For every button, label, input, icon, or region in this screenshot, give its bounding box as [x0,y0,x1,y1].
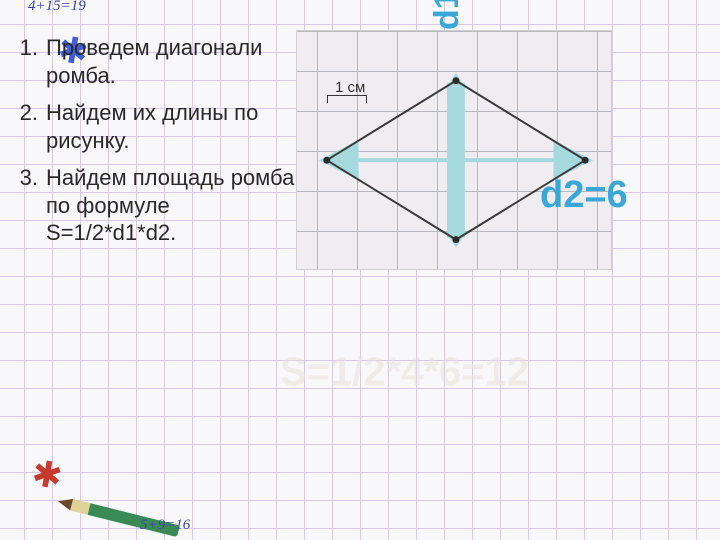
rhombus-svg [297,31,611,269]
vertex-left [323,157,330,164]
handwriting-bottom: 5+9=16 [140,517,190,534]
step-3: 3.Найдем площадь ромба по формуле S=1/2*… [8,164,296,247]
rhombus-figure: 1 см [296,30,612,270]
formula-result: S=1/2*4*6=12 [280,350,529,395]
vertex-right [582,157,589,164]
d2-label: d2=6 [540,174,628,217]
step-2-text: Найдем их длины по рисунку. [46,100,258,153]
step-3-text: Найдем площадь ромба по формуле S=1/2*d1… [46,165,294,245]
d1-label: d1=4 [428,0,467,30]
steps-list: 1.Проведем диагонали ромба. 2.Найдем их … [8,34,296,257]
handwriting-top: 4+15=19 [28,0,86,15]
vertex-top [452,77,459,84]
step-2: 2.Найдем их длины по рисунку. [8,99,296,154]
step-1: 1.Проведем диагонали ромба. [8,34,296,89]
step-1-text: Проведем диагонали ромба. [46,35,262,88]
vertex-bottom [452,236,459,243]
